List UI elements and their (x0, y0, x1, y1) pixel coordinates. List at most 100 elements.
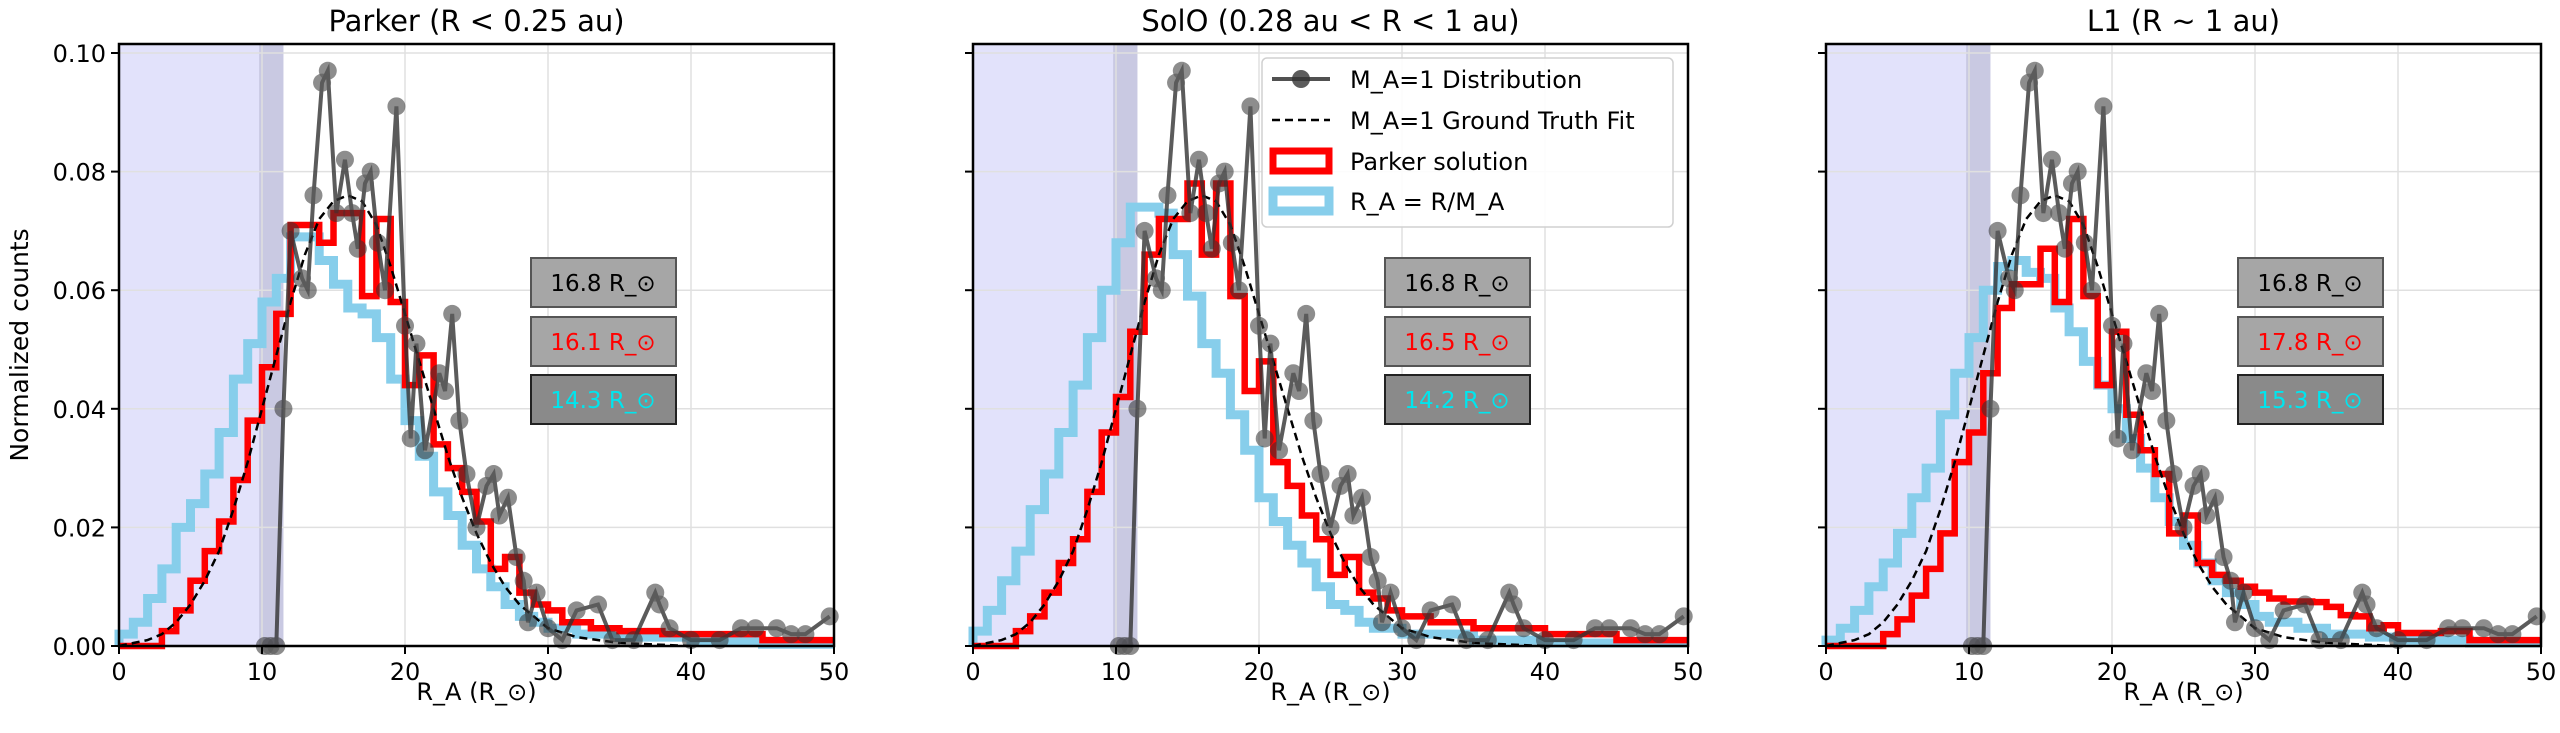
ma1-distribution-point (2143, 382, 2162, 401)
ma1-distribution-point (327, 204, 346, 223)
ma1-distribution-point (1181, 204, 1200, 223)
ma1-distribution-point (2075, 233, 2094, 252)
legend-distribution-marker-icon (1292, 70, 1310, 88)
ma1-distribution-point (484, 465, 503, 484)
legend-frame (1261, 57, 1674, 228)
ra-r-over-ma-histogram (968, 202, 1688, 648)
annotation-value: 16.1 R_⊙ (550, 330, 655, 356)
value-annotation-box: 16.8 R_⊙ (1384, 257, 1531, 308)
ma1-distribution-point (2197, 506, 2216, 525)
annotation-box-background (1384, 257, 1531, 308)
ma1-distribution-series (255, 61, 839, 655)
ma1-distribution-point (1297, 304, 1316, 323)
ma1-distribution-point (1152, 281, 1171, 300)
annotation-box-background (2237, 316, 2384, 367)
ma1-distribution-point (2050, 204, 2069, 223)
ma1-distribution-point (304, 186, 323, 205)
value-annotation-box: 16.1 R_⊙ (530, 316, 677, 367)
ma1-distribution-point (368, 233, 387, 252)
ma1-distribution-point (1172, 61, 1191, 80)
ma1-distribution-point (539, 619, 557, 638)
axes-frame (117, 42, 836, 648)
ma1-distribution-point (1250, 316, 1268, 335)
legend: M_A=1 Distribution M_A=1 Ground Truth Fit… (1261, 57, 1674, 228)
ma1-distribution-point (375, 281, 394, 300)
ma1-distribution-point (2205, 488, 2224, 507)
annotation-value: 14.3 R_⊙ (550, 388, 655, 414)
axes-frame (1824, 42, 2543, 648)
ma1-distribution-point (1368, 571, 1387, 590)
ma1-distribution-point (710, 631, 729, 650)
ma1-distribution-point (1536, 631, 1554, 650)
ma1-distribution-point (1270, 441, 1289, 460)
ma1-distribution-point (1650, 625, 1669, 644)
panel-title: Parker (R < 0.25 au) (328, 4, 624, 38)
annotation-value: 16.8 R_⊙ (1404, 271, 1509, 297)
ma1-distribution-point (450, 411, 469, 430)
annotation-value: 16.8 R_⊙ (550, 271, 655, 297)
ma1-distribution-point (2103, 316, 2121, 335)
ma1-distribution-point (2453, 619, 2472, 638)
ma1-distribution-point (1514, 619, 1533, 638)
ground-truth-fit-line (1825, 193, 2399, 648)
ma1-distribution-point (820, 607, 839, 626)
x-tick-label: 50 (2526, 658, 2557, 686)
value-annotation-box: 17.8 R_⊙ (2237, 316, 2384, 367)
ma1-distribution-point (2055, 239, 2074, 258)
ma1-distribution-point (1988, 221, 2007, 240)
ma1-distribution-point (2389, 631, 2407, 650)
ma1-distribution-point (2068, 162, 2087, 181)
ma1-distribution-point (1981, 399, 2000, 418)
y-tick-label: 0.02 (53, 514, 106, 542)
ma1-distribution-point (1261, 334, 1280, 353)
ma1-distribution-point (2489, 625, 2508, 644)
value-annotation-box: 16.5 R_⊙ (1384, 316, 1531, 367)
ma1-distribution-point (1674, 607, 1693, 626)
ma1-distribution-point (396, 316, 414, 335)
ma1-distribution-point (1600, 619, 1619, 638)
ma1-distribution-point (335, 150, 354, 169)
ma1-distribution-point (796, 625, 815, 644)
ma1-distribution-point (2174, 518, 2193, 537)
ma1-distribution-point (1284, 364, 1303, 383)
x-tick-label: 20 (390, 658, 421, 686)
ma1-distribution-point (2331, 631, 2350, 650)
y-tick-label: 0.04 (53, 396, 106, 424)
x-tick-label: 30 (1387, 658, 1418, 686)
annotation-box-background (530, 257, 677, 308)
x-tick-label: 10 (247, 658, 278, 686)
ma1-distribution-point (2367, 619, 2386, 638)
ma1-distribution-point (650, 595, 669, 614)
ma1-distribution-point (443, 304, 462, 323)
panel-0: 0 10 20 30 40 50 0.00 0.02 0.04 0.06 0.08 0.10 Parke… (53, 4, 850, 706)
ma1-distribution-point (660, 619, 679, 638)
panel-title: L1 (R ~ 1 au) (2087, 4, 2280, 38)
annotation-value: 17.8 R_⊙ (2257, 330, 2362, 356)
ma1-distribution-point (2042, 150, 2061, 169)
ma1-distribution-point (2150, 304, 2169, 323)
x-axis-label: R_A (R_⊙) (1270, 678, 1390, 706)
ma1-distribution-point (2034, 204, 2053, 223)
ma1-distribution-point (2310, 631, 2329, 650)
axes-frame (971, 42, 1690, 648)
x-axis-label: R_A (R_⊙) (416, 678, 536, 706)
annotation-box-background (2237, 374, 2384, 425)
annotation-value: 16.5 R_⊙ (1404, 330, 1509, 356)
annotation-box-background (530, 374, 677, 425)
ma1-distribution-point (589, 595, 608, 614)
ma1-distribution-series (1962, 61, 2546, 655)
panels: 0 10 20 30 40 50 0.00 0.02 0.04 0.06 0.08 0.10 Parke… (53, 4, 2557, 706)
x-tick-label: 0 (965, 658, 980, 686)
ma1-distribution-point (2025, 61, 2044, 80)
ma1-distribution-point (1189, 150, 1208, 169)
ma1-distribution-point (436, 382, 455, 401)
ma1-distribution-point (490, 506, 509, 525)
x-tick-label: 0 (111, 658, 126, 686)
ma1-distribution-point (1215, 162, 1234, 181)
shaded-region (1826, 44, 1991, 646)
panel-title: SolO (0.28 au < R < 1 au) (1141, 4, 1519, 38)
ma1-distribution-point (1478, 631, 1497, 650)
value-annotation-box: 14.3 R_⊙ (530, 374, 677, 425)
value-annotation-box: 14.2 R_⊙ (1384, 374, 1531, 425)
ma1-distribution-point (298, 281, 317, 300)
